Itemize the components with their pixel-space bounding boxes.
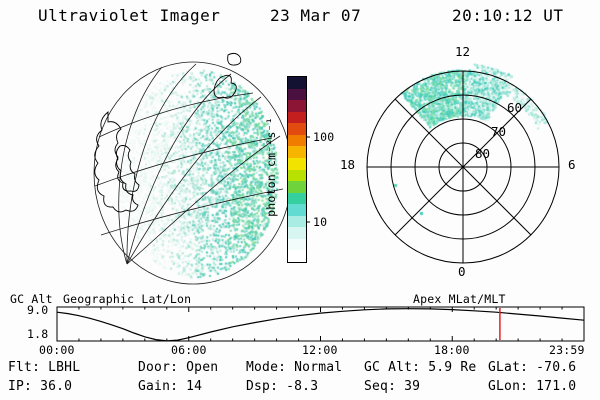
mlt-label-18: 18 — [340, 157, 356, 172]
xtick-2359: 23:59 — [549, 343, 585, 357]
status-ip: IP: 36.0 — [8, 379, 73, 394]
timeline-ymax: 9.0 — [27, 303, 49, 317]
globe-wireframe — [93, 61, 293, 285]
status-mode: Mode: Normal — [246, 360, 343, 375]
geo-panel-caption: Geographic Lat/Lon — [63, 292, 192, 306]
app-title: Ultraviolet Imager — [38, 6, 221, 25]
status-glon: GLon: 171.0 — [488, 379, 577, 394]
polar-grid — [366, 70, 560, 264]
polar-panel-caption: Apex MLat/MLT — [413, 292, 506, 306]
xtick-1200: 12:00 — [302, 343, 338, 357]
mlat-ring-label-70: 70 — [491, 124, 507, 139]
mlt-label-0: 0 — [458, 264, 466, 279]
xtick-0600: 06:00 — [171, 343, 207, 357]
status-glat: GLat: -70.6 — [488, 360, 577, 375]
timeline-ticks — [78, 307, 563, 341]
colorbar-units-label: photon cm⁻²s⁻¹ — [264, 117, 278, 217]
mlat-ring-label-60: 60 — [507, 100, 523, 115]
status-gc-alt: GC Alt: 5.9 Re — [364, 360, 477, 375]
status-gain: Gain: 14 — [138, 379, 203, 394]
timeline-ymin: 1.8 — [27, 327, 49, 341]
xtick-1800: 18:00 — [434, 343, 470, 357]
timeline-axis-box — [56, 306, 585, 342]
xtick-0000: 00:00 — [39, 343, 75, 357]
gc-alt-curve — [56, 308, 585, 342]
status-flt: Flt: LBHL — [8, 360, 81, 375]
time-label: 20:10:12 UT — [452, 6, 564, 25]
coastline-outlines — [94, 52, 242, 213]
date-label: 23 Mar 07 — [270, 6, 362, 25]
mlt-label-6: 6 — [568, 157, 576, 172]
colorbar-tick-10: 10 — [313, 215, 328, 229]
mlat-ring-label-80: 80 — [475, 146, 491, 161]
colorbar — [287, 76, 307, 263]
mlt-label-12: 12 — [455, 44, 471, 59]
status-door: Door: Open — [138, 360, 219, 375]
colorbar-tick-100: 100 — [313, 130, 335, 144]
status-dsp: Dsp: -8.3 — [246, 379, 319, 394]
status-seq: Seq: 39 — [364, 379, 421, 394]
timeline-ylabel: GC Alt — [10, 292, 53, 306]
